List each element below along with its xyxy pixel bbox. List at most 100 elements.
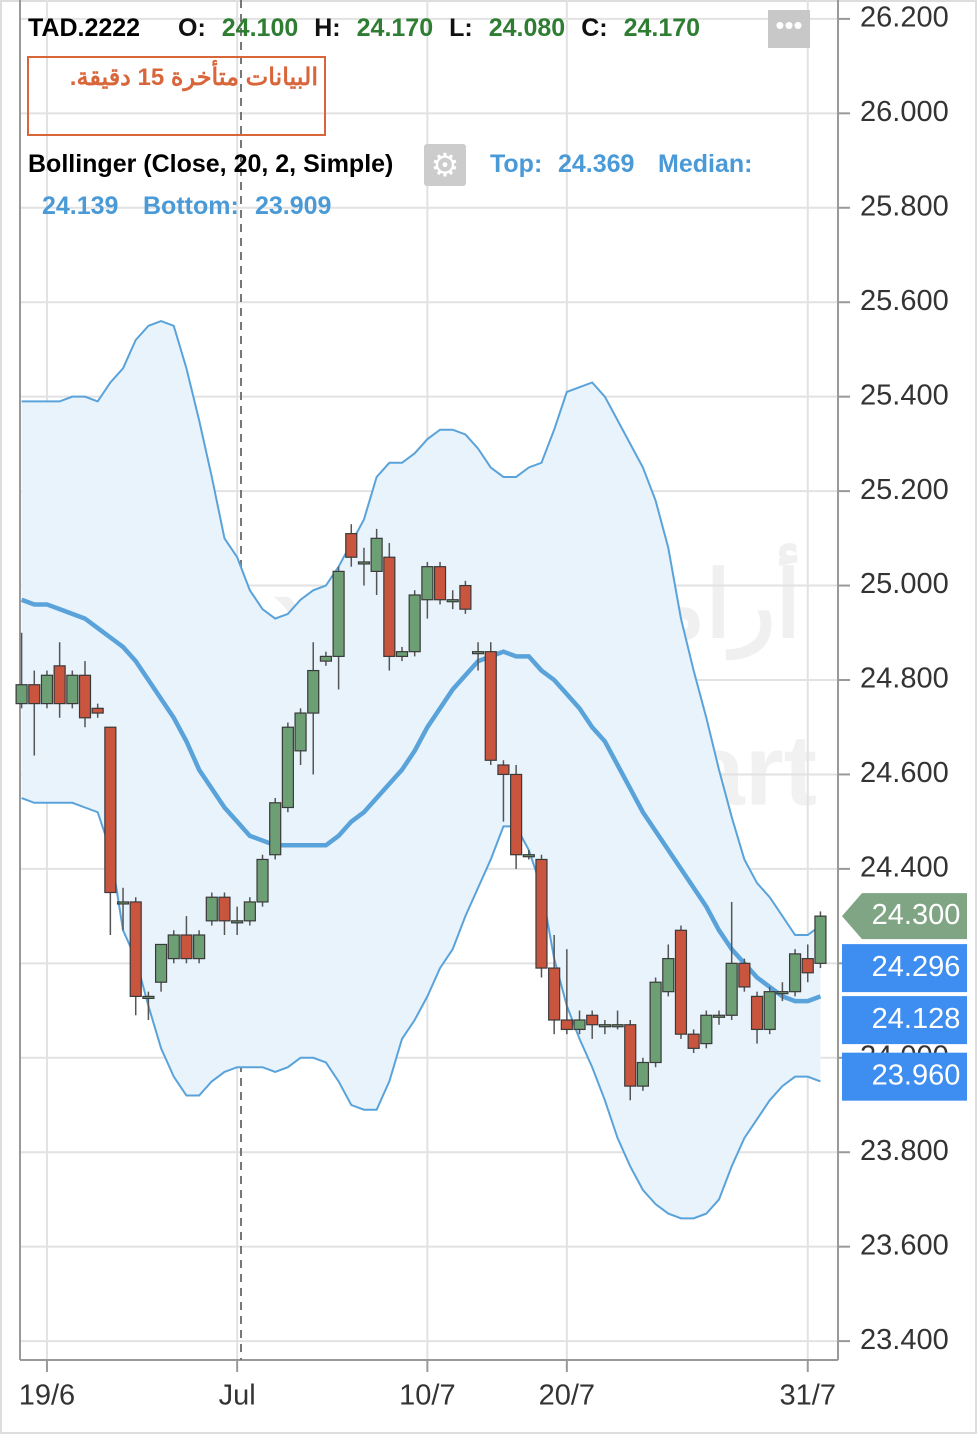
candle-body [674,929,688,1035]
price-tag: 23.960 [842,1052,967,1101]
band-line [21,797,821,1220]
x-tick-label: 19/6 [19,1380,75,1412]
ohlc-value: 24.100 [221,14,299,42]
candle-body [801,958,814,974]
x-tick-label: 20/7 [539,1380,595,1412]
candle-body [471,651,485,655]
y-tick-label: 23.800 [860,1135,949,1167]
candle-body [560,1019,573,1031]
candle-body [28,684,41,705]
band-label: Median: [658,150,753,178]
candle-body [586,1014,599,1026]
price-tag-label: 23.960 [872,1059,961,1091]
band-value: 23.909 [255,192,332,220]
candle-body [231,920,244,924]
band-line [20,597,822,1004]
menu-button[interactable]: ••• [768,10,810,48]
candle-body [725,962,738,1016]
price-tag-label: 24.300 [872,899,961,931]
settings-button[interactable]: ⚙ [424,144,466,186]
candle-body [193,934,206,960]
candle-body [91,707,104,714]
candle-body [154,943,168,983]
price-tag-bg [842,893,967,940]
ohlc-legend: O: 24.100 H: 24.170 L: 24.080 C: 24.170 [178,14,700,43]
candle-body [256,858,269,903]
candle-body [66,674,79,705]
candle-body [611,1024,624,1028]
y-tick-label: 24.600 [860,757,949,789]
price-tag: 24.128 [842,996,967,1045]
candle-body [218,896,231,922]
candle-body [332,570,345,657]
candle-body [814,915,827,964]
candle-body [484,651,497,761]
y-tick-label: 26.200 [860,2,949,34]
ohlc-label: L: [449,14,473,42]
candle-body [421,566,434,601]
candle-body [281,726,294,809]
candle-body [116,901,130,905]
candle-body [687,1033,700,1049]
candle-body [307,669,320,714]
symbol: TAD.2222 [28,14,141,42]
price-tag-label: 24.128 [872,1003,961,1035]
price-tag-bg [842,1052,967,1101]
candle-body [649,981,662,1064]
candle-body [345,533,358,558]
candle-body [142,995,155,999]
y-tick-label: 25.400 [860,379,949,411]
ohlc-value: 24.170 [356,14,434,42]
candle-body [53,665,66,705]
candle-body [167,934,180,960]
y-tick-label: 24.400 [860,852,949,884]
band-area [21,321,821,1219]
candle-body [763,991,776,1031]
candle-body [750,995,764,1031]
ohlc-label: C: [581,14,608,42]
price-tag: 24.296 [842,944,967,993]
candle-body [662,958,675,993]
candle-body [459,584,472,610]
price-tag: 24.300 [842,893,967,940]
ohlc-value: 24.080 [488,14,566,42]
candle-body [510,773,523,856]
candle-body [497,764,510,776]
candle-body [294,712,307,752]
band-label: Top: [490,150,543,178]
indicator-name: Bollinger (Close, 20, 2, Simple) [28,150,394,178]
y-tick-label: 23.600 [860,1229,949,1261]
candle-body [357,561,371,565]
y-tick-label: 23.400 [860,1324,949,1356]
candle-body [433,566,447,601]
band-value: 24.139 [42,192,119,220]
y-tick-label: 25.600 [860,285,949,317]
price-tag-bg [842,944,967,993]
candle-body [180,934,193,960]
x-tick-label: 31/7 [780,1380,836,1412]
candle-body [269,802,282,856]
candle-body [573,1019,586,1031]
x-tick-label: 10/7 [399,1380,455,1412]
candle-body [383,556,396,657]
x-tick-label: Jul [219,1380,256,1412]
price-tag-label: 24.296 [872,951,961,983]
band-value: 24.369 [558,150,635,178]
delay-notice: البيانات متأخرة 15 دقيقة. [27,56,326,136]
candle-body [548,967,561,1021]
candle-body [624,1024,637,1087]
candle-body [408,594,421,653]
y-tick-label: 25.200 [860,474,949,506]
candle-body [535,858,548,969]
candle-body [205,896,218,922]
candle-body [319,655,333,662]
candle-body [738,962,751,988]
candle-body [15,684,28,705]
candle-body [776,991,789,995]
candle-body [700,1014,713,1045]
candle-body [104,726,117,894]
candle-body [395,651,409,657]
candle-body [40,674,54,705]
